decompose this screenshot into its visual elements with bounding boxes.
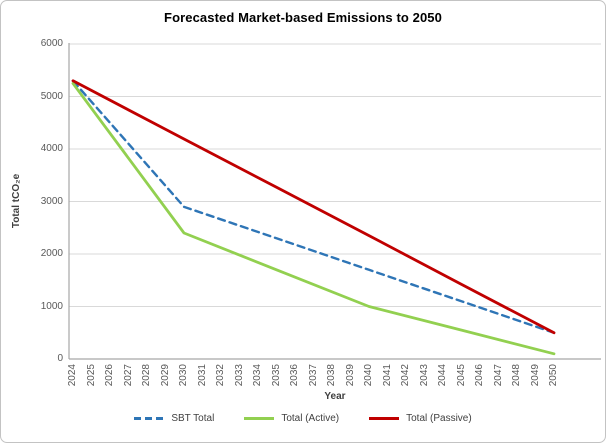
chart-title: Forecasted Market-based Emissions to 205… <box>164 10 442 25</box>
series-line-sbt-total <box>71 79 556 334</box>
x-tick-label: 2042 <box>400 364 411 387</box>
x-tick-label: 2038 <box>326 364 337 387</box>
x-tick-label: 2044 <box>437 364 448 387</box>
legend-swatch <box>134 417 165 420</box>
x-tick-label: 2026 <box>104 364 115 387</box>
y-tick-label: 0 <box>57 353 63 364</box>
x-tick-label: 2031 <box>196 364 208 387</box>
x-tick-label: 2043 <box>418 364 430 387</box>
x-tick-label: 2034 <box>252 364 263 387</box>
legend-label: SBT Total <box>171 413 215 424</box>
x-tick-label: 2033 <box>233 364 245 387</box>
legend-swatch <box>369 417 400 420</box>
x-tick-label: 2039 <box>344 364 356 387</box>
x-tick-label: 2049 <box>529 364 541 387</box>
x-tick-label: 2036 <box>289 364 300 387</box>
x-tick-label: 2040 <box>363 364 374 387</box>
legend-item-sbt-total: SBT Total <box>134 413 214 424</box>
x-tick-label: 2024 <box>67 364 78 387</box>
x-tick-label: 2032 <box>215 364 226 387</box>
y-tick-label: 1000 <box>40 300 63 312</box>
x-tick-label: 2030 <box>178 364 189 387</box>
series-line-total-active- <box>71 82 556 356</box>
x-tick-label: 2046 <box>474 364 485 387</box>
x-tick-label: 2047 <box>492 364 504 387</box>
y-tick-label: 6000 <box>40 38 63 49</box>
chart-legend: SBT Total Total (Active) Total (Passive) <box>1 413 605 424</box>
x-tick-label: 2045 <box>455 364 467 387</box>
x-tick-label: 2029 <box>159 364 171 387</box>
legend-item-total-active-: Total (Active) <box>244 413 339 424</box>
legend-label: Total (Passive) <box>406 413 472 424</box>
series-line-total-passive- <box>71 79 556 335</box>
legend-item-total-passive-: Total (Passive) <box>369 413 472 424</box>
y-tick-label: 2000 <box>40 248 63 259</box>
y-tick-label: 5000 <box>40 90 63 102</box>
x-tick-label: 2048 <box>511 364 522 387</box>
x-axis-title: Year <box>324 391 346 402</box>
legend-swatch <box>244 417 275 420</box>
x-tick-label: 2041 <box>381 364 393 387</box>
y-axis-title: Total tCO₂e <box>11 173 22 229</box>
y-tick-label: 3000 <box>40 195 63 207</box>
x-tick-label: 2035 <box>270 364 282 387</box>
x-tick-label: 2028 <box>141 364 152 387</box>
x-tick-label: 2037 <box>307 364 319 387</box>
y-tick-label: 4000 <box>40 143 63 154</box>
x-tick-label: 2050 <box>548 364 559 387</box>
x-tick-label: 2027 <box>122 364 134 387</box>
legend-label: Total (Active) <box>281 413 340 424</box>
x-tick-label: 2025 <box>85 364 97 387</box>
